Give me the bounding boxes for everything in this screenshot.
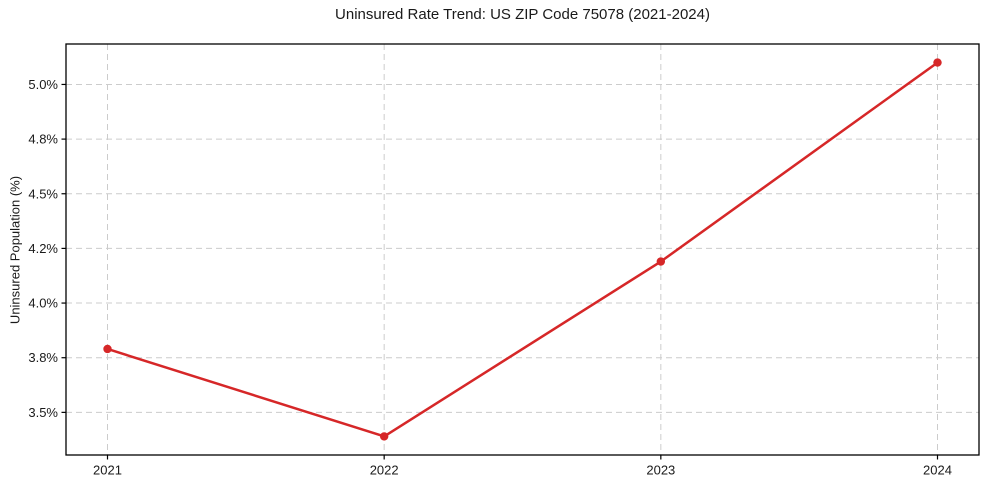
data-point-2023 [656,257,666,266]
chart-title: Uninsured Rate Trend: US ZIP Code 75078 … [335,6,710,23]
data-point-2022 [379,432,389,441]
y-tick-label: 4.5% [28,186,58,201]
trend-line [106,61,939,438]
x-tick-label: 2021 [93,463,122,478]
y-tick-label: 5.0% [28,77,58,92]
y-tick-label: 4.8% [28,132,58,147]
x-tick-label: 2024 [923,463,952,478]
y-tick-label: 3.8% [28,350,58,365]
data-point-2021 [103,344,112,354]
x-tick-label: 2022 [370,463,399,478]
y-tick-label: 4.0% [28,296,58,311]
y-tick-label: 4.2% [28,241,58,256]
data-point-2024 [933,58,942,67]
plot-border [65,43,980,456]
y-tick-label: 3.5% [28,405,58,420]
x-tick-label: 2023 [646,463,675,478]
